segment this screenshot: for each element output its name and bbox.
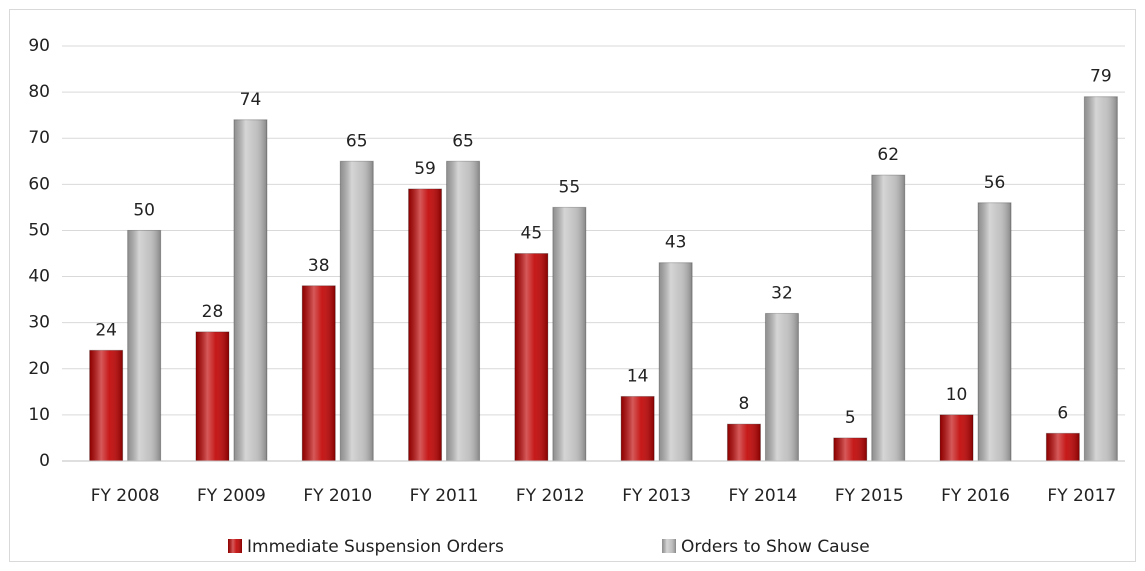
data-label: 32 <box>771 283 793 303</box>
y-tick-label: 30 <box>28 313 50 333</box>
bar-shine <box>233 119 267 462</box>
data-label: 65 <box>452 131 474 151</box>
bar-shine <box>659 262 693 461</box>
bar-shine <box>727 424 761 461</box>
y-tick-label: 60 <box>28 174 50 194</box>
bar-shine <box>446 161 480 461</box>
data-label: 24 <box>95 320 117 340</box>
bar-shine <box>765 313 799 461</box>
y-tick-label: 90 <box>28 36 50 56</box>
x-tick-label: FY 2013 <box>622 486 691 506</box>
bar-shine <box>127 230 161 461</box>
bar-shine <box>408 188 442 461</box>
data-label: 62 <box>877 145 899 165</box>
bar-shine <box>833 437 867 461</box>
y-tick-label: 20 <box>28 359 50 379</box>
bar-shine <box>195 331 229 461</box>
data-label: 43 <box>665 233 687 253</box>
data-label: 10 <box>946 385 968 405</box>
x-tick-label: FY 2008 <box>91 486 160 506</box>
data-label: 5 <box>845 408 856 428</box>
data-label: 28 <box>202 302 224 322</box>
bar-shine <box>978 202 1012 461</box>
data-label: 38 <box>308 256 330 276</box>
y-tick-label: 40 <box>28 267 50 287</box>
bar-shine <box>621 396 655 461</box>
bar-shine <box>871 175 905 461</box>
data-label: 50 <box>133 200 155 220</box>
legend-swatch-shine <box>228 539 242 553</box>
x-tick-label: FY 2017 <box>1047 486 1116 506</box>
data-label: 8 <box>739 394 750 414</box>
x-tick-label: FY 2016 <box>941 486 1010 506</box>
bar-shine <box>302 285 336 461</box>
y-tick-label: 70 <box>28 128 50 148</box>
data-label: 45 <box>521 224 543 244</box>
data-label: 56 <box>984 173 1006 193</box>
x-tick-label: FY 2010 <box>303 486 372 506</box>
bar-shine <box>89 350 123 461</box>
y-tick-label: 50 <box>28 220 50 240</box>
x-tick-label: FY 2012 <box>516 486 585 506</box>
data-label: 65 <box>346 131 368 151</box>
x-tick-label: FY 2011 <box>410 486 479 506</box>
bar-shine <box>514 253 548 461</box>
data-label: 59 <box>414 159 436 179</box>
legend-label: Orders to Show Cause <box>681 537 870 557</box>
bar-shine <box>1084 96 1118 461</box>
x-tick-label: FY 2015 <box>835 486 904 506</box>
data-label: 55 <box>559 177 581 197</box>
data-label: 79 <box>1090 67 1112 87</box>
data-label: 6 <box>1057 403 1068 423</box>
x-tick-label: FY 2014 <box>729 486 798 506</box>
bar-shine <box>552 207 586 461</box>
y-tick-label: 0 <box>39 451 50 471</box>
y-tick-label: 80 <box>28 82 50 102</box>
bar-shine <box>940 414 974 461</box>
data-label: 14 <box>627 366 649 386</box>
bar-shine <box>1046 433 1080 461</box>
bar-shine <box>340 161 374 461</box>
legend-swatch-shine <box>662 539 676 553</box>
x-tick-label: FY 2009 <box>197 486 266 506</box>
y-tick-label: 10 <box>28 405 50 425</box>
data-label: 74 <box>240 90 262 110</box>
legend-label: Immediate Suspension Orders <box>247 537 504 557</box>
